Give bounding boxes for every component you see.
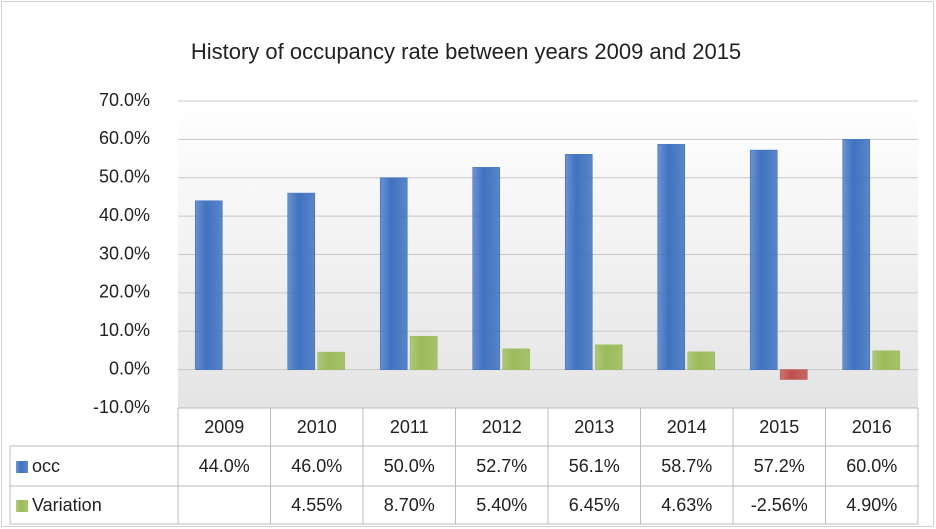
data-label: 44.0% [199, 456, 250, 476]
bar [194, 200, 223, 370]
bar [564, 154, 593, 370]
legend-label: Variation [32, 495, 102, 515]
x-tick-label: 2011 [390, 417, 429, 437]
legend-swatch [16, 500, 28, 512]
y-tick-label: -10.0% [93, 397, 150, 417]
x-tick-label: 2013 [574, 417, 614, 437]
bar [779, 369, 808, 380]
data-label: 4.55% [291, 495, 342, 515]
data-label: 4.63% [661, 495, 712, 515]
bar [872, 350, 901, 370]
data-label: 52.7% [476, 456, 527, 476]
x-tick-label: 2012 [482, 417, 522, 437]
bar [379, 177, 408, 370]
y-tick-label: 30.0% [99, 243, 150, 263]
bar [287, 192, 316, 370]
y-tick-label: 40.0% [99, 205, 150, 225]
data-label: 58.7% [661, 456, 712, 476]
bar [687, 351, 716, 370]
data-label: 5.40% [476, 495, 527, 515]
x-tick-label: 2014 [667, 417, 707, 437]
bar [502, 348, 531, 370]
data-label: 56.1% [569, 456, 620, 476]
bar [594, 344, 623, 370]
bar [472, 167, 501, 370]
y-tick-label: 60.0% [99, 128, 150, 148]
bar [409, 335, 438, 370]
y-tick-label: 50.0% [99, 167, 150, 187]
x-tick-label: 2016 [852, 417, 892, 437]
legend-swatch [16, 461, 28, 473]
data-label: 46.0% [291, 456, 342, 476]
data-label: 60.0% [846, 456, 897, 476]
data-label: 4.90% [846, 495, 897, 515]
y-tick-label: 10.0% [99, 320, 150, 340]
bar [317, 351, 346, 370]
x-tick-label: 2015 [759, 417, 799, 437]
y-tick-label: 20.0% [99, 282, 150, 302]
bar [842, 139, 871, 370]
x-tick-label: 2010 [297, 417, 337, 437]
x-tick-label: 2009 [204, 417, 244, 437]
data-label: 50.0% [384, 456, 435, 476]
data-label: -2.56% [751, 495, 808, 515]
bar [749, 149, 778, 370]
data-label: 8.70% [384, 495, 435, 515]
y-tick-label: 70.0% [99, 90, 150, 110]
chart-title: History of occupancy rate between years … [191, 39, 741, 64]
y-tick-label: 0.0% [109, 358, 150, 378]
bar [657, 144, 686, 370]
legend-label: occ [32, 456, 60, 476]
data-label: 6.45% [569, 495, 620, 515]
data-label: 57.2% [754, 456, 805, 476]
